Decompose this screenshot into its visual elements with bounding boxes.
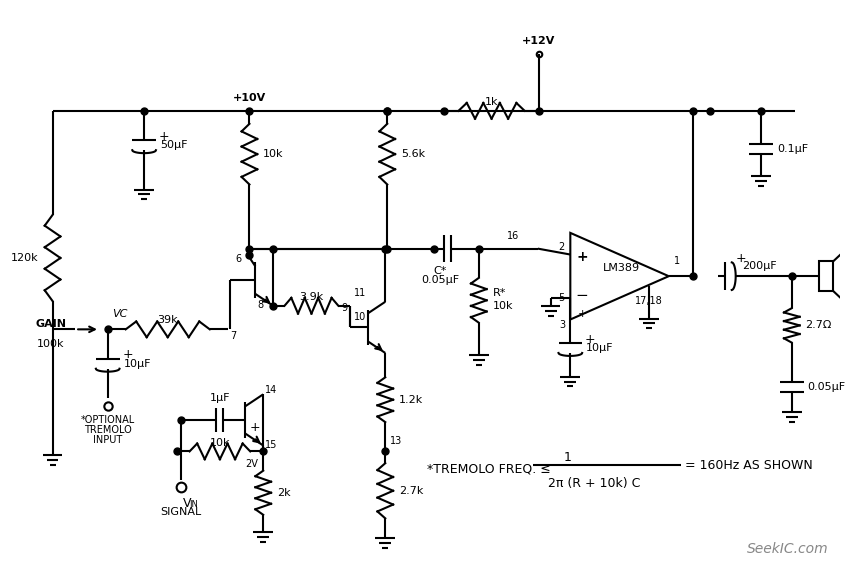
Text: 50μF: 50μF: [160, 141, 187, 150]
Text: +: +: [579, 309, 588, 319]
Text: +12V: +12V: [522, 36, 556, 46]
Text: 2V: 2V: [245, 459, 258, 469]
Text: 8: 8: [257, 300, 263, 310]
Text: 10: 10: [354, 312, 366, 321]
Text: 9: 9: [342, 302, 348, 313]
Text: 0.1μF: 0.1μF: [777, 144, 809, 154]
Text: R*: R*: [492, 288, 506, 298]
Text: TREMOLO: TREMOLO: [83, 425, 131, 435]
Text: −: −: [576, 289, 589, 304]
Text: 1.2k: 1.2k: [399, 395, 423, 405]
Text: GAIN: GAIN: [35, 319, 66, 329]
Text: 2.7k: 2.7k: [399, 486, 423, 496]
Text: +: +: [735, 252, 746, 265]
Text: 1: 1: [674, 256, 680, 266]
Text: 10μF: 10μF: [586, 343, 613, 353]
Text: 39k: 39k: [158, 316, 178, 325]
Text: 10μF: 10μF: [124, 359, 151, 369]
Text: SIGNAL: SIGNAL: [160, 506, 201, 517]
Text: 120k: 120k: [11, 253, 39, 263]
Text: +10V: +10V: [233, 93, 266, 103]
Text: +: +: [250, 421, 260, 434]
Text: 5.6k: 5.6k: [401, 149, 425, 159]
Text: 15: 15: [265, 441, 278, 450]
Text: 0.05μF: 0.05μF: [808, 382, 846, 392]
Text: 1μF: 1μF: [210, 393, 230, 403]
Text: 10k: 10k: [210, 438, 230, 448]
Text: 1: 1: [563, 451, 572, 464]
Text: 7: 7: [230, 331, 236, 342]
Text: 3: 3: [559, 320, 566, 331]
Text: +: +: [123, 348, 133, 361]
Text: C*: C*: [434, 266, 447, 276]
Text: = 160Hz AS SHOWN: = 160Hz AS SHOWN: [686, 458, 814, 472]
Text: 16: 16: [507, 231, 520, 241]
Text: 14: 14: [265, 385, 278, 395]
Text: +: +: [576, 249, 588, 263]
Text: 11: 11: [354, 288, 366, 298]
Text: 0.05μF: 0.05μF: [422, 275, 459, 285]
Text: 3.9k: 3.9k: [299, 292, 324, 302]
Text: 6: 6: [235, 253, 242, 264]
Text: 10k: 10k: [492, 301, 513, 310]
Text: +: +: [158, 130, 170, 143]
Text: SeekIC.com: SeekIC.com: [746, 542, 828, 556]
Text: 100k: 100k: [37, 339, 65, 349]
Text: 2: 2: [558, 241, 564, 252]
Text: V: V: [182, 497, 191, 510]
Text: 13: 13: [390, 437, 402, 446]
Text: 5: 5: [558, 293, 564, 303]
Text: +: +: [585, 333, 596, 346]
Text: 200μF: 200μF: [743, 262, 777, 271]
Text: 17,18: 17,18: [636, 296, 663, 306]
Text: VC: VC: [112, 309, 127, 320]
Text: INPUT: INPUT: [93, 435, 123, 445]
Text: IN: IN: [189, 499, 199, 509]
Text: LM389: LM389: [603, 263, 640, 274]
Text: *TREMOLO FREQ. ≤: *TREMOLO FREQ. ≤: [427, 463, 550, 476]
Text: 2π (R + 10k) C: 2π (R + 10k) C: [548, 477, 640, 490]
Text: *OPTIONAL: *OPTIONAL: [81, 415, 135, 425]
Text: 2.7Ω: 2.7Ω: [806, 320, 832, 331]
Text: 10k: 10k: [263, 149, 284, 159]
Text: 2k: 2k: [277, 488, 291, 498]
Text: 1k: 1k: [485, 97, 498, 107]
